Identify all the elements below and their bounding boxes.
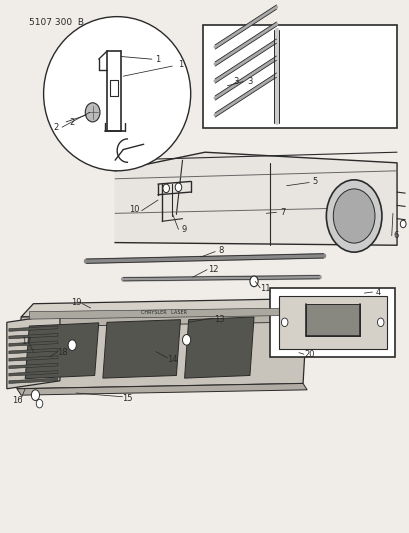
Polygon shape — [9, 378, 58, 383]
Circle shape — [333, 189, 374, 243]
Polygon shape — [9, 341, 58, 346]
Polygon shape — [33, 310, 294, 327]
Circle shape — [399, 220, 405, 228]
Polygon shape — [9, 370, 58, 376]
Polygon shape — [184, 317, 254, 378]
Polygon shape — [17, 312, 306, 389]
Circle shape — [326, 180, 381, 252]
Circle shape — [377, 318, 383, 327]
Circle shape — [36, 399, 43, 408]
Polygon shape — [7, 314, 60, 389]
Text: 9: 9 — [181, 225, 186, 234]
Text: 8: 8 — [218, 246, 223, 255]
Polygon shape — [278, 296, 386, 349]
Ellipse shape — [43, 17, 190, 171]
Polygon shape — [9, 334, 58, 339]
Polygon shape — [305, 304, 359, 336]
Polygon shape — [9, 326, 58, 332]
Text: 10: 10 — [129, 205, 139, 214]
Bar — [202, 25, 396, 128]
Text: 12: 12 — [207, 265, 218, 273]
Circle shape — [68, 340, 76, 351]
Text: 17: 17 — [21, 337, 31, 346]
Circle shape — [281, 318, 287, 327]
Text: 15: 15 — [122, 394, 132, 403]
Polygon shape — [9, 356, 58, 361]
Text: 1: 1 — [178, 60, 183, 69]
Text: 20: 20 — [303, 350, 314, 359]
Circle shape — [249, 276, 258, 287]
Bar — [270, 288, 394, 357]
Circle shape — [175, 183, 181, 191]
Text: 1: 1 — [155, 55, 160, 63]
Text: 16: 16 — [13, 396, 23, 405]
Polygon shape — [9, 364, 58, 368]
Text: 6: 6 — [393, 231, 398, 240]
Polygon shape — [17, 383, 306, 395]
Polygon shape — [103, 320, 180, 378]
Text: 3: 3 — [247, 77, 252, 86]
Text: 14: 14 — [166, 355, 177, 364]
Text: 4: 4 — [375, 287, 380, 296]
Text: CHRYSLER   LASER: CHRYSLER LASER — [141, 310, 187, 315]
Text: 2: 2 — [53, 123, 58, 132]
Text: 5: 5 — [312, 177, 317, 186]
Circle shape — [31, 390, 39, 400]
Text: 13: 13 — [213, 315, 224, 324]
Text: 18: 18 — [57, 348, 68, 357]
Polygon shape — [9, 349, 58, 354]
Text: 11: 11 — [260, 284, 270, 293]
Circle shape — [182, 335, 190, 345]
Text: 5107 300  B: 5107 300 B — [29, 18, 84, 27]
Text: 19: 19 — [71, 298, 81, 307]
Text: 7: 7 — [279, 208, 285, 217]
Polygon shape — [25, 323, 99, 378]
Circle shape — [162, 184, 169, 192]
Text: 3: 3 — [232, 77, 238, 86]
Polygon shape — [29, 308, 298, 319]
Circle shape — [85, 103, 100, 122]
Polygon shape — [115, 152, 396, 245]
Polygon shape — [21, 298, 319, 317]
Text: 2: 2 — [70, 118, 75, 127]
